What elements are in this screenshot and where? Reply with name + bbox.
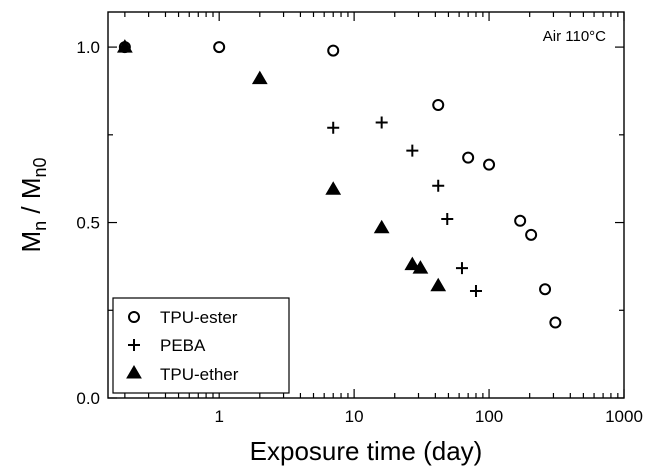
legend-label-peba: PEBA bbox=[160, 336, 206, 355]
point-tpu-ether bbox=[430, 277, 447, 292]
point-tpu-ether bbox=[412, 260, 429, 274]
point-peba bbox=[375, 116, 388, 129]
point-peba bbox=[469, 284, 482, 297]
point-tpu-ether bbox=[251, 70, 268, 85]
point-tpu-ester bbox=[483, 158, 496, 171]
y-axis-title: Mn / Mn0 bbox=[16, 157, 50, 252]
y-title-mid: / M bbox=[16, 178, 46, 221]
y-tick-label: 0.5 bbox=[76, 214, 100, 233]
legend-label-tpu-ester: TPU-ester bbox=[160, 308, 238, 327]
point-tpu-ether bbox=[404, 256, 421, 271]
legend-marker-tpu-ether bbox=[126, 365, 142, 379]
point-peba bbox=[327, 121, 340, 134]
point-tpu-ether bbox=[325, 181, 342, 195]
x-tick-label: 1000 bbox=[605, 407, 643, 426]
x-axis-title: Exposure time (day) bbox=[250, 436, 483, 466]
y-tick-label: 0.0 bbox=[76, 389, 100, 408]
point-tpu-ester bbox=[514, 214, 527, 227]
point-tpu-ether bbox=[116, 39, 133, 53]
legend-marker-tpu-ester bbox=[128, 311, 140, 323]
point-peba bbox=[432, 179, 445, 192]
point-peba bbox=[406, 144, 419, 157]
point-peba bbox=[441, 213, 454, 226]
y-tick-label: 1.0 bbox=[76, 38, 100, 57]
y-title-sub1: n bbox=[30, 221, 50, 231]
x-tick-label: 10 bbox=[345, 407, 364, 426]
point-tpu-ester bbox=[432, 98, 445, 111]
plot-frame bbox=[107, 11, 625, 399]
x-tick-label: 100 bbox=[475, 407, 503, 426]
point-tpu-ether bbox=[373, 219, 390, 234]
point-tpu-ester bbox=[525, 228, 538, 241]
legend: TPU-ester PEBA TPU-ether bbox=[112, 297, 290, 394]
legend-marker-peba bbox=[128, 339, 140, 351]
point-peba bbox=[455, 262, 468, 275]
y-title-sub2: n0 bbox=[30, 157, 50, 177]
point-tpu-ester bbox=[539, 283, 552, 296]
point-tpu-ester bbox=[327, 44, 340, 57]
legend-box bbox=[112, 297, 290, 394]
ticks-layer: 1 10 100 1000 0.0 0.5 1.0 bbox=[76, 12, 643, 426]
x-tick-label: 1 bbox=[214, 407, 223, 426]
marks-layer bbox=[116, 39, 562, 329]
y-title-main: M bbox=[16, 231, 46, 253]
chart-annotation: Air 110°C bbox=[543, 28, 606, 45]
point-tpu-ester bbox=[549, 316, 562, 329]
point-tpu-ester bbox=[462, 151, 475, 164]
legend-label-tpu-ether: TPU-ether bbox=[160, 365, 239, 384]
point-tpu-ester bbox=[213, 41, 226, 54]
